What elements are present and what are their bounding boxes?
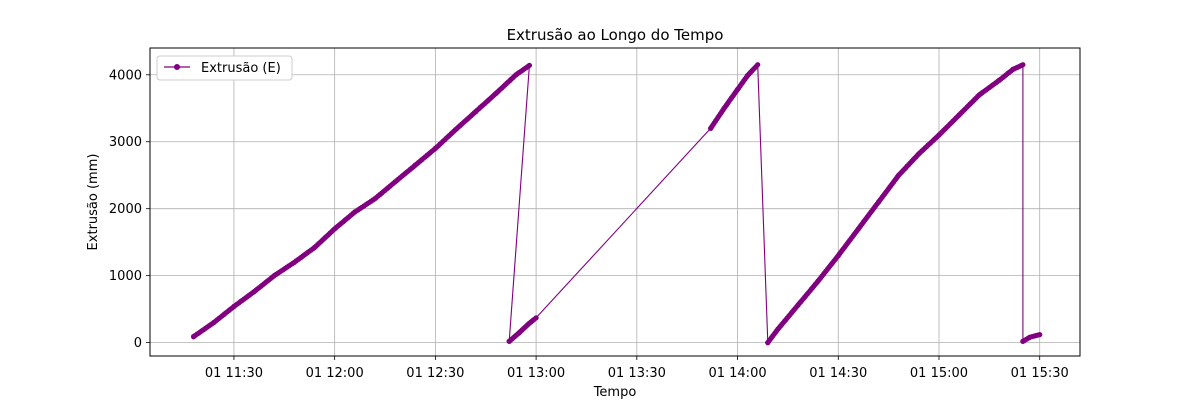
data-point: [996, 77, 1003, 83]
x-tick-label: 01 15:00: [910, 366, 968, 381]
data-point: [815, 278, 821, 284]
data-point: [775, 326, 781, 332]
grid-layer: [150, 48, 1080, 356]
x-tick-label: 01 14:00: [708, 366, 766, 381]
data-point: [513, 72, 519, 78]
data-point: [745, 72, 751, 79]
data-point: [473, 109, 479, 115]
y-axis-label: Extrusão (mm): [86, 154, 101, 251]
data-point: [721, 105, 727, 111]
data-point: [452, 127, 459, 133]
legend-label: Extrusão (E): [201, 61, 281, 76]
y-axis-ticks: 0 1000 2000 3000 4000: [109, 68, 150, 351]
data-point: [432, 145, 438, 151]
data-point: [755, 62, 761, 68]
legend: Extrusão (E): [156, 55, 293, 81]
x-tick-label: 01 12:00: [306, 366, 364, 381]
data-point: [1020, 338, 1026, 344]
chart-title: Extrusão ao Longo do Tempo: [507, 26, 724, 44]
data-point: [191, 334, 197, 340]
data-point: [332, 226, 338, 232]
data-point: [251, 289, 257, 295]
x-tick-label: 01 12:30: [406, 366, 464, 381]
y-tick-label: 4000: [109, 68, 142, 83]
x-axis-label: Tempo: [593, 385, 637, 400]
legend-box: [156, 55, 293, 81]
data-point: [1010, 66, 1016, 72]
data-point: [876, 199, 882, 205]
data-point: [916, 151, 922, 157]
data-point: [708, 125, 714, 131]
data-point: [734, 86, 741, 93]
data-point: [835, 253, 841, 259]
legend-marker: [174, 64, 180, 70]
data-point: [493, 90, 499, 97]
data-point: [1027, 334, 1033, 340]
data-point: [765, 340, 771, 346]
data-point: [271, 273, 277, 279]
y-tick-label: 3000: [109, 135, 142, 150]
data-point: [896, 172, 902, 178]
x-tick-label: 01 15:30: [1011, 366, 1069, 381]
data-point: [291, 259, 297, 265]
x-tick-label: 01 13:00: [507, 366, 565, 381]
data-point: [352, 209, 358, 215]
data-point: [976, 92, 982, 98]
y-tick-label: 2000: [109, 202, 142, 217]
data-point: [231, 303, 237, 310]
x-tick-label: 01 14:30: [809, 366, 867, 381]
plot-frame: [149, 47, 1081, 357]
data-point: [533, 315, 539, 321]
data-point: [392, 179, 398, 185]
data-point: [311, 244, 318, 251]
y-tick-label: 1000: [109, 269, 142, 284]
data-point: [936, 132, 942, 138]
data-point: [372, 196, 378, 202]
data-point: [526, 62, 533, 68]
data-point: [1037, 332, 1043, 338]
data-point: [855, 226, 862, 232]
x-tick-label: 01 11:30: [205, 366, 263, 381]
data-point: [211, 319, 217, 326]
data-point: [412, 162, 418, 168]
data-point: [1020, 62, 1026, 68]
plot-background: [150, 48, 1080, 356]
series-layer: [191, 62, 1043, 346]
data-point: [956, 112, 962, 118]
y-tick-label: 0: [134, 336, 142, 351]
x-axis-ticks: 01 11:30 01 12:00 01 12:30 01 13:00 01 13:30…: [205, 356, 1069, 381]
x-tick-label: 01 13:30: [608, 366, 666, 381]
data-point: [526, 320, 533, 326]
data-point: [516, 330, 522, 336]
data-point: [795, 302, 801, 308]
data-point: [506, 338, 512, 344]
